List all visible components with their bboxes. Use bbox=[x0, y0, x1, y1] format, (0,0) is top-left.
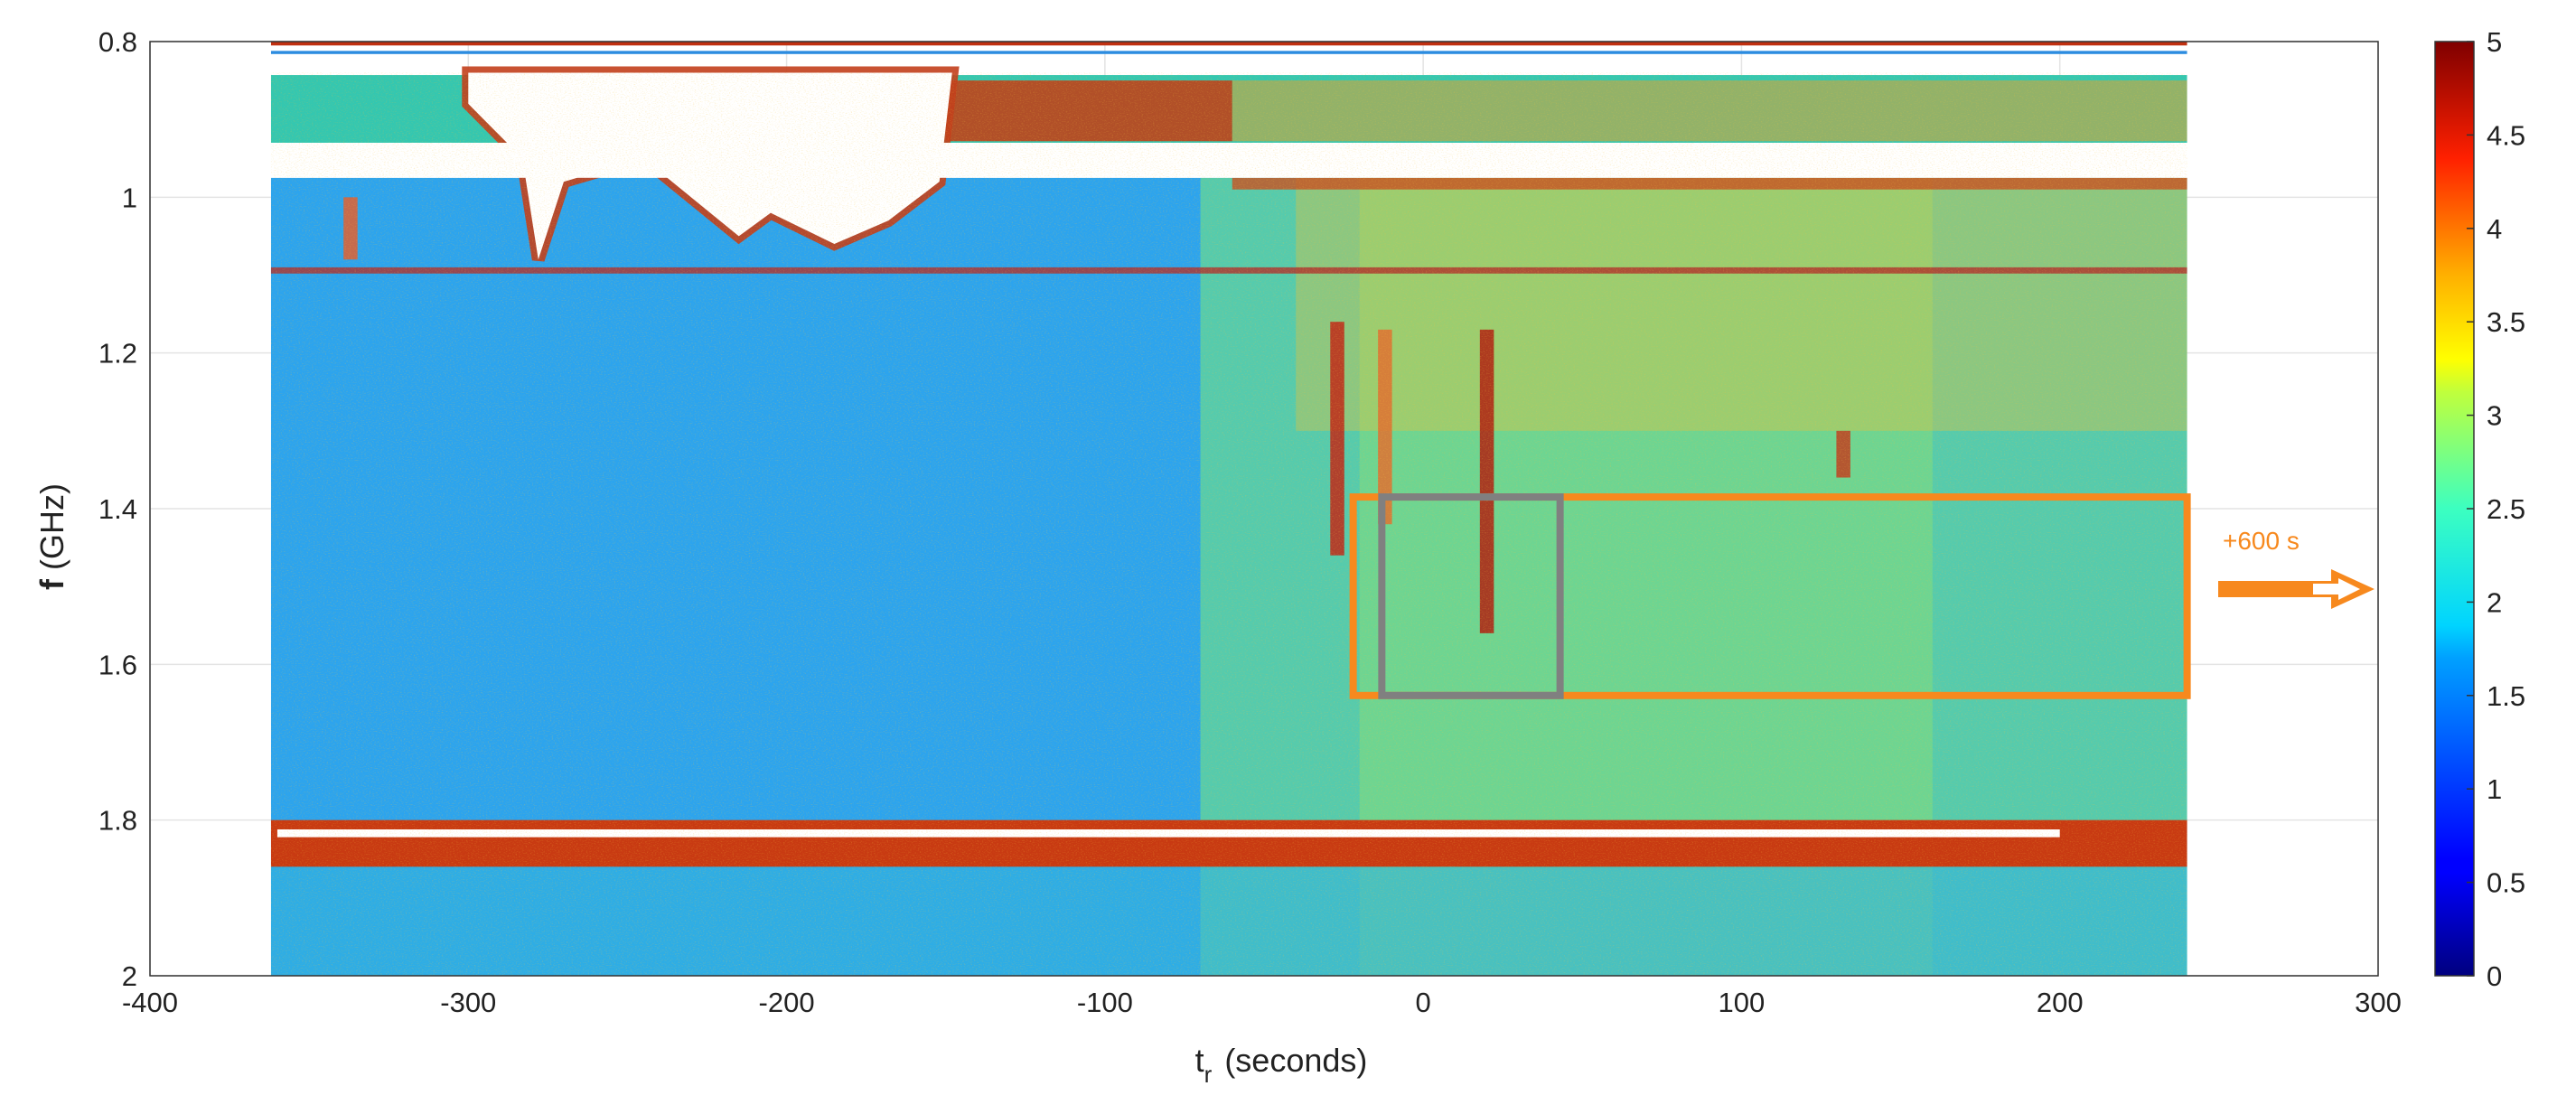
colorbar-tick-label: 2.5 bbox=[2487, 493, 2525, 525]
colorbar-tick-label: 3.5 bbox=[2487, 306, 2525, 338]
y-tick-label: 1.8 bbox=[98, 805, 137, 837]
annotation-arrow-icon bbox=[2218, 569, 2375, 609]
colorbar-tick-label: 0.5 bbox=[2487, 867, 2525, 899]
x-axis-label-subscript: r bbox=[1204, 1061, 1213, 1088]
x-tick-label: 100 bbox=[1719, 987, 1766, 1018]
y-tick-label: 1.4 bbox=[98, 493, 137, 525]
y-axis-label-main: f bbox=[33, 578, 70, 590]
y-axis-label-unit: (GHz) bbox=[33, 483, 70, 570]
y-tick-label: 1 bbox=[122, 182, 137, 213]
colorbar: 0 0.5 1 1.5 2 2.5 3 3.5 4 4.5 5 bbox=[2434, 26, 2525, 992]
colorbar-tick-label: 4.5 bbox=[2487, 119, 2525, 151]
heatmap-top-line bbox=[270, 51, 2187, 54]
y-tick-label: 1.6 bbox=[98, 649, 137, 680]
y-axis-label: f (GHz) bbox=[33, 483, 70, 590]
colorbar-tick-label: 3 bbox=[2487, 400, 2502, 432]
colorbar-tick-label: 0 bbox=[2487, 960, 2502, 992]
y-tick-label: 0.8 bbox=[98, 26, 137, 58]
colorbar-tick-label: 4 bbox=[2487, 213, 2502, 245]
heatmap-noise bbox=[270, 72, 2187, 976]
heatmap-image bbox=[270, 42, 2187, 976]
x-tick-label: -400 bbox=[122, 987, 178, 1018]
time-offset-annotation: +600 s bbox=[2218, 527, 2375, 609]
x-tick-label: -100 bbox=[1077, 987, 1133, 1018]
y-tick-label: 2 bbox=[122, 960, 137, 992]
colorbar-ticks: 0 0.5 1 1.5 2 2.5 3 3.5 4 4.5 5 bbox=[2467, 26, 2525, 992]
y-tick-labels: 0.8 1 1.2 1.4 1.6 1.8 2 bbox=[98, 26, 137, 992]
colorbar-tick-label: 5 bbox=[2487, 26, 2502, 58]
colorbar-tick-label: 1.5 bbox=[2487, 680, 2525, 712]
x-tick-label: 0 bbox=[1416, 987, 1431, 1018]
highlight-regions bbox=[149, 41, 2379, 977]
axes-box bbox=[149, 41, 2379, 977]
x-axis-label-main: t bbox=[1195, 1042, 1204, 1079]
x-tick-label: 300 bbox=[2355, 987, 2402, 1018]
annotation-text: +600 s bbox=[2223, 527, 2300, 555]
gray-window bbox=[1378, 493, 1564, 699]
x-tick-label: -200 bbox=[759, 987, 815, 1018]
orange-window bbox=[1349, 493, 2191, 699]
colorbar-tick-label: 2 bbox=[2487, 586, 2502, 618]
x-tick-label: 200 bbox=[2037, 987, 2084, 1018]
x-tick-label: -300 bbox=[440, 987, 496, 1018]
y-tick-label: 1.2 bbox=[98, 338, 137, 370]
heatmap-top-strip bbox=[270, 42, 2187, 46]
x-axis-label-suffix: (seconds) bbox=[1224, 1042, 1367, 1079]
x-tick-labels: -400 -300 -200 -100 0 100 200 300 bbox=[122, 987, 2402, 1018]
x-axis-label: tr (seconds) bbox=[1195, 1042, 1368, 1088]
colorbar-tick-label: 1 bbox=[2487, 773, 2502, 805]
